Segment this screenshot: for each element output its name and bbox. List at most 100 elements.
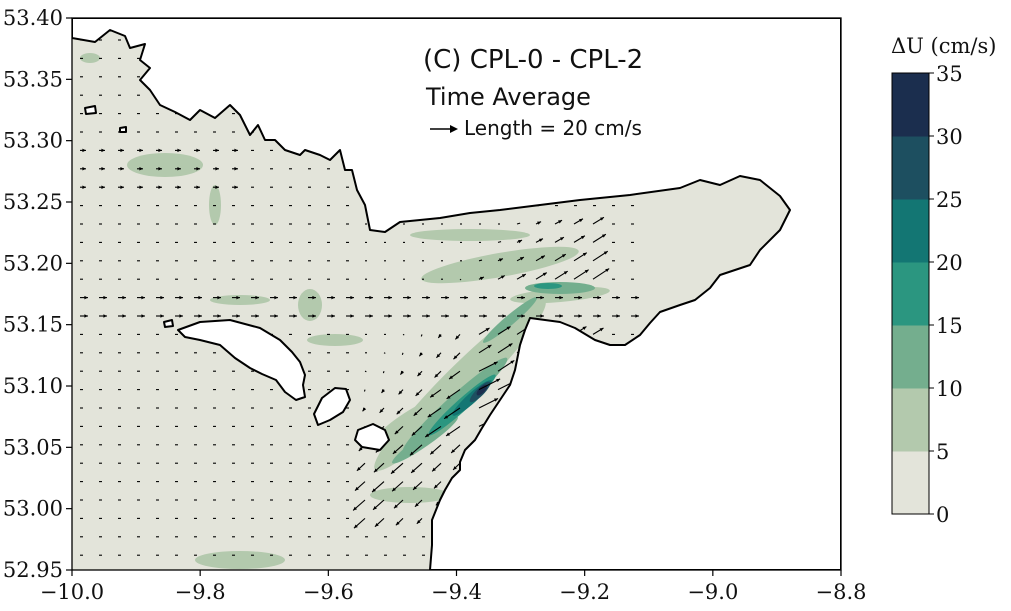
current-vector — [363, 389, 366, 392]
contour-patch — [410, 229, 530, 241]
current-vector-head — [355, 486, 359, 491]
y-tick-label: 53.10 — [3, 374, 63, 398]
current-vector-head — [580, 235, 585, 240]
current-vector-head — [141, 295, 145, 300]
current-vector-head — [521, 295, 525, 300]
current-vector-head — [177, 148, 181, 153]
arrow-key-head — [450, 125, 458, 133]
current-vector-head — [388, 314, 392, 318]
contour-patch — [421, 246, 579, 284]
islet — [119, 126, 127, 133]
colorbar-bin — [892, 262, 929, 326]
current-vector-head — [196, 148, 200, 153]
current-vector-head — [236, 314, 240, 318]
current-vector-head — [635, 314, 639, 318]
contour-patch — [370, 487, 450, 503]
current-vector-head — [274, 295, 278, 300]
current-vector-head — [582, 326, 587, 330]
current-vector-head — [417, 372, 422, 377]
current-vector-head — [84, 314, 88, 318]
island-small — [354, 423, 390, 451]
current-vector-head — [411, 469, 416, 473]
x-tick-label: −9.8 — [175, 580, 226, 604]
panel-subtitle: Time Average — [425, 83, 591, 111]
current-vector-head — [158, 167, 162, 171]
current-vector-head — [139, 167, 143, 171]
x-tick-label: −9.2 — [559, 580, 610, 604]
current-vector — [516, 222, 521, 225]
current-vector-head — [388, 295, 392, 300]
arrow-key-label: Length = 20 cm/s — [464, 116, 642, 140]
current-vector-head — [445, 314, 449, 318]
current-vector-head — [540, 314, 544, 318]
current-vector — [382, 371, 385, 374]
current-vector-head — [82, 185, 86, 189]
current-vector-head — [358, 447, 363, 451]
colorbar-bin — [892, 199, 929, 263]
y-tick-label: 53.05 — [3, 435, 63, 459]
northern-coast-land — [72, 18, 841, 570]
current-vector-head — [635, 295, 639, 300]
current-vector-head — [483, 314, 487, 318]
current-vector-head — [601, 234, 606, 238]
y-tick-label: 53.30 — [3, 129, 63, 153]
current-vector-head — [158, 185, 162, 189]
current-vector-head — [605, 268, 610, 273]
current-vector-head — [502, 314, 506, 318]
current-vector-head — [395, 521, 400, 526]
contour-patch — [209, 185, 221, 225]
x-tick-label: −8.8 — [816, 580, 867, 604]
current-vector-head — [616, 295, 620, 300]
current-vector-head — [392, 487, 396, 492]
current-vector-head — [215, 185, 219, 189]
current-vector-head — [274, 314, 278, 318]
contour-patch — [525, 282, 595, 294]
current-vector-head — [103, 314, 107, 318]
current-vector-head — [372, 488, 376, 493]
current-vector-head — [400, 370, 405, 375]
current-vector-head — [453, 355, 458, 360]
x-tick-label: −10.0 — [40, 580, 104, 604]
current-vector-head — [196, 185, 200, 189]
current-vector-head — [451, 449, 456, 453]
current-vector-head — [519, 257, 524, 261]
current-vector — [478, 259, 483, 262]
current-vector-head — [518, 240, 523, 244]
current-vector-head — [101, 167, 105, 171]
current-vector-head — [485, 327, 490, 332]
current-vector-head — [413, 411, 418, 416]
current-vector-head — [479, 276, 484, 281]
x-tick-label: −9.6 — [303, 580, 354, 604]
colorbar-bins — [892, 73, 929, 515]
current-vector-head — [198, 314, 202, 318]
current-vector-head — [293, 314, 297, 318]
current-vector-head — [426, 295, 430, 300]
current-vector-head — [217, 314, 221, 318]
colorbar-bin — [892, 388, 929, 452]
contour-patch — [482, 297, 538, 343]
current-vector-head — [446, 395, 451, 399]
current-vector-head — [597, 314, 601, 318]
panel-title: (C) CPL-0 - CPL-2 — [423, 45, 643, 75]
current-vector-head — [494, 398, 499, 402]
current-vector-head — [122, 295, 126, 300]
current-vector-head — [599, 217, 604, 221]
current-vector-head — [464, 314, 468, 318]
colorbar-bin — [892, 325, 929, 389]
current-vector-head — [392, 450, 397, 454]
current-vector-head — [394, 430, 399, 435]
current-vector-head — [407, 295, 411, 300]
current-vector-head — [234, 185, 238, 189]
colorbar-ticks: 0 5 10 15 20 25 30 35 — [929, 62, 963, 527]
x-tick-label: −9.0 — [687, 580, 738, 604]
current-vector-head — [122, 314, 126, 318]
current-vector-head — [198, 295, 202, 300]
current-vector-head — [444, 415, 449, 419]
current-vector-head — [558, 220, 563, 224]
colorbar-tick-label: 5 — [936, 440, 949, 464]
current-vector-head — [331, 295, 335, 300]
current-vector-head — [234, 148, 238, 153]
current-vector — [420, 334, 423, 337]
current-vector-head — [521, 314, 525, 318]
